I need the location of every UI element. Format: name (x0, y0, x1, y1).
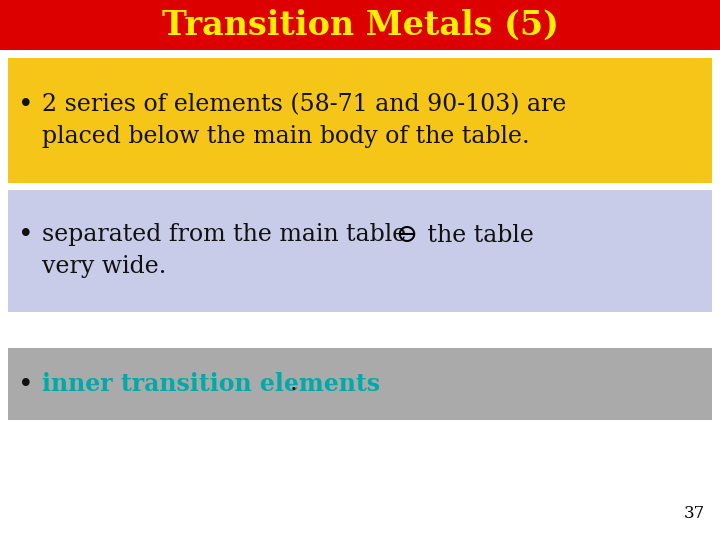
Text: ⊖: ⊖ (395, 222, 417, 247)
Text: separated from the main table: separated from the main table (42, 224, 406, 246)
Text: .: . (290, 373, 297, 395)
FancyBboxPatch shape (0, 0, 720, 50)
Text: 37: 37 (684, 505, 705, 522)
Text: •: • (18, 222, 34, 247)
Text: Transition Metals (5): Transition Metals (5) (161, 9, 559, 42)
Text: placed below the main body of the table.: placed below the main body of the table. (42, 125, 530, 148)
Text: •: • (18, 92, 34, 117)
FancyBboxPatch shape (8, 348, 712, 420)
FancyBboxPatch shape (8, 190, 712, 312)
Text: •: • (18, 372, 34, 396)
Text: 2 series of elements (58-71 and 90-103) are: 2 series of elements (58-71 and 90-103) … (42, 93, 567, 116)
Text: very wide.: very wide. (42, 255, 166, 279)
FancyBboxPatch shape (8, 58, 712, 183)
Text: the table: the table (420, 224, 534, 246)
Text: inner transition elements: inner transition elements (42, 372, 380, 396)
